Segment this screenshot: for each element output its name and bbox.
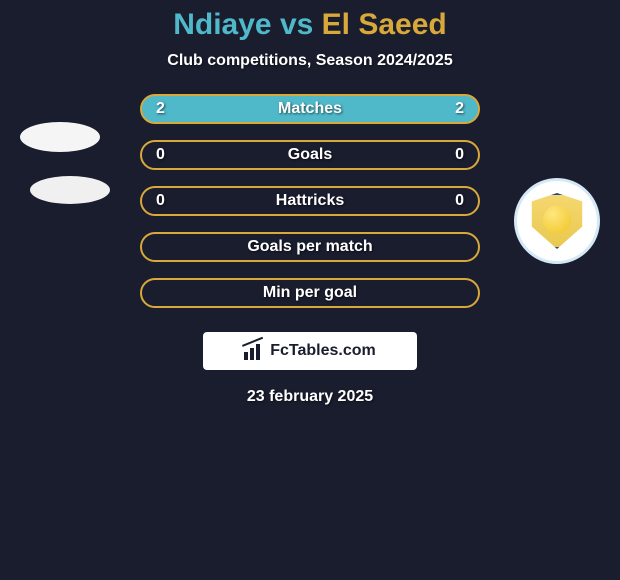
title-player-right: El Saeed xyxy=(322,8,447,41)
footer-date: 23 february 2025 xyxy=(0,388,620,406)
brand-text: FcTables.com xyxy=(270,342,376,360)
stat-value-left: 0 xyxy=(156,146,176,164)
stat-value-right: 0 xyxy=(444,192,464,210)
stat-value-right: 2 xyxy=(444,100,464,118)
stats-rows: 2 Matches 2 0 Goals 0 0 Hattricks 0 Goals per mat… xyxy=(140,94,480,308)
title-player-left: Ndiaye xyxy=(173,8,271,41)
stat-row-goals: 0 Goals 0 xyxy=(140,140,480,170)
stat-value-left: 2 xyxy=(156,100,176,118)
stat-label: Hattricks xyxy=(276,192,344,210)
widget-container: Ndiaye vs El Saeed Club competitions, Se… xyxy=(0,0,620,450)
page-title: Ndiaye vs El Saeed xyxy=(0,8,620,42)
stat-label: Goals xyxy=(288,146,332,164)
stat-value-right: 0 xyxy=(444,146,464,164)
stat-label: Matches xyxy=(278,100,342,118)
club-shield-icon xyxy=(529,193,585,249)
stat-value-left: 0 xyxy=(156,192,176,210)
stat-row-matches: 2 Matches 2 xyxy=(140,94,480,124)
stat-label: Min per goal xyxy=(263,284,357,302)
stat-row-goals-per-match: Goals per match xyxy=(140,232,480,262)
stat-row-min-per-goal: Min per goal xyxy=(140,278,480,308)
title-vs: vs xyxy=(272,8,322,41)
stat-row-hattricks: 0 Hattricks 0 xyxy=(140,186,480,216)
player-left-avatar-placeholder-1 xyxy=(20,122,100,152)
player-left-avatar-placeholder-2 xyxy=(30,176,110,204)
stat-label: Goals per match xyxy=(247,238,372,256)
player-right-club-badge xyxy=(514,178,600,264)
brand-chart-icon xyxy=(244,342,266,360)
subtitle: Club competitions, Season 2024/2025 xyxy=(0,52,620,70)
brand-badge[interactable]: FcTables.com xyxy=(203,332,417,370)
